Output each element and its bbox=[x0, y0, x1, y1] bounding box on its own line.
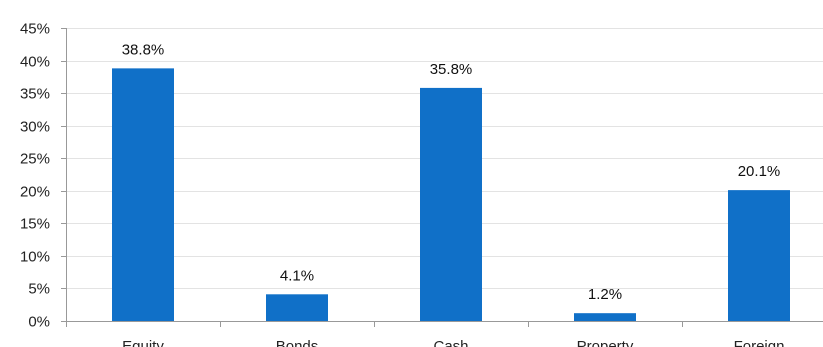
x-category-label-foreign: Foreign bbox=[734, 338, 785, 347]
data-label-property: 1.2% bbox=[588, 286, 622, 303]
data-labels: 38.8% 4.1% 35.8% 1.2% 20.1% bbox=[122, 41, 781, 303]
y-tick-label: 25% bbox=[20, 151, 50, 168]
y-tick-label: 20% bbox=[20, 184, 50, 201]
x-category-label-bonds: Bonds bbox=[276, 338, 319, 347]
y-tick-label: 30% bbox=[20, 119, 50, 136]
data-label-cash: 35.8% bbox=[430, 61, 473, 78]
y-tick-labels: 0% 5% 10% 15% 20% 25% 30% 35% 40% 45% bbox=[20, 21, 50, 331]
x-category-label-cash: Cash bbox=[433, 338, 468, 347]
axes bbox=[61, 28, 823, 327]
y-tick-label: 15% bbox=[20, 216, 50, 233]
bar-cash bbox=[420, 87, 482, 321]
y-tick-label: 45% bbox=[20, 21, 50, 38]
x-category-label-equity: Equity bbox=[122, 338, 164, 347]
bar-foreign bbox=[728, 190, 790, 321]
y-tick-label: 35% bbox=[20, 86, 50, 103]
bar-equity bbox=[112, 68, 174, 321]
x-category-label-property: Property bbox=[577, 338, 634, 347]
data-label-equity: 38.8% bbox=[122, 41, 165, 58]
data-label-foreign: 20.1% bbox=[738, 163, 781, 180]
bars bbox=[112, 68, 790, 321]
y-tick-label: 0% bbox=[28, 314, 50, 331]
y-tick-label: 40% bbox=[20, 54, 50, 71]
bar-bonds bbox=[266, 294, 328, 321]
data-label-bonds: 4.1% bbox=[280, 267, 314, 284]
y-tick-label: 5% bbox=[28, 281, 50, 298]
y-tick-label: 10% bbox=[20, 249, 50, 266]
x-category-labels: Equity Bonds Cash Property Foreign bbox=[122, 338, 784, 347]
bar-property bbox=[574, 313, 636, 321]
